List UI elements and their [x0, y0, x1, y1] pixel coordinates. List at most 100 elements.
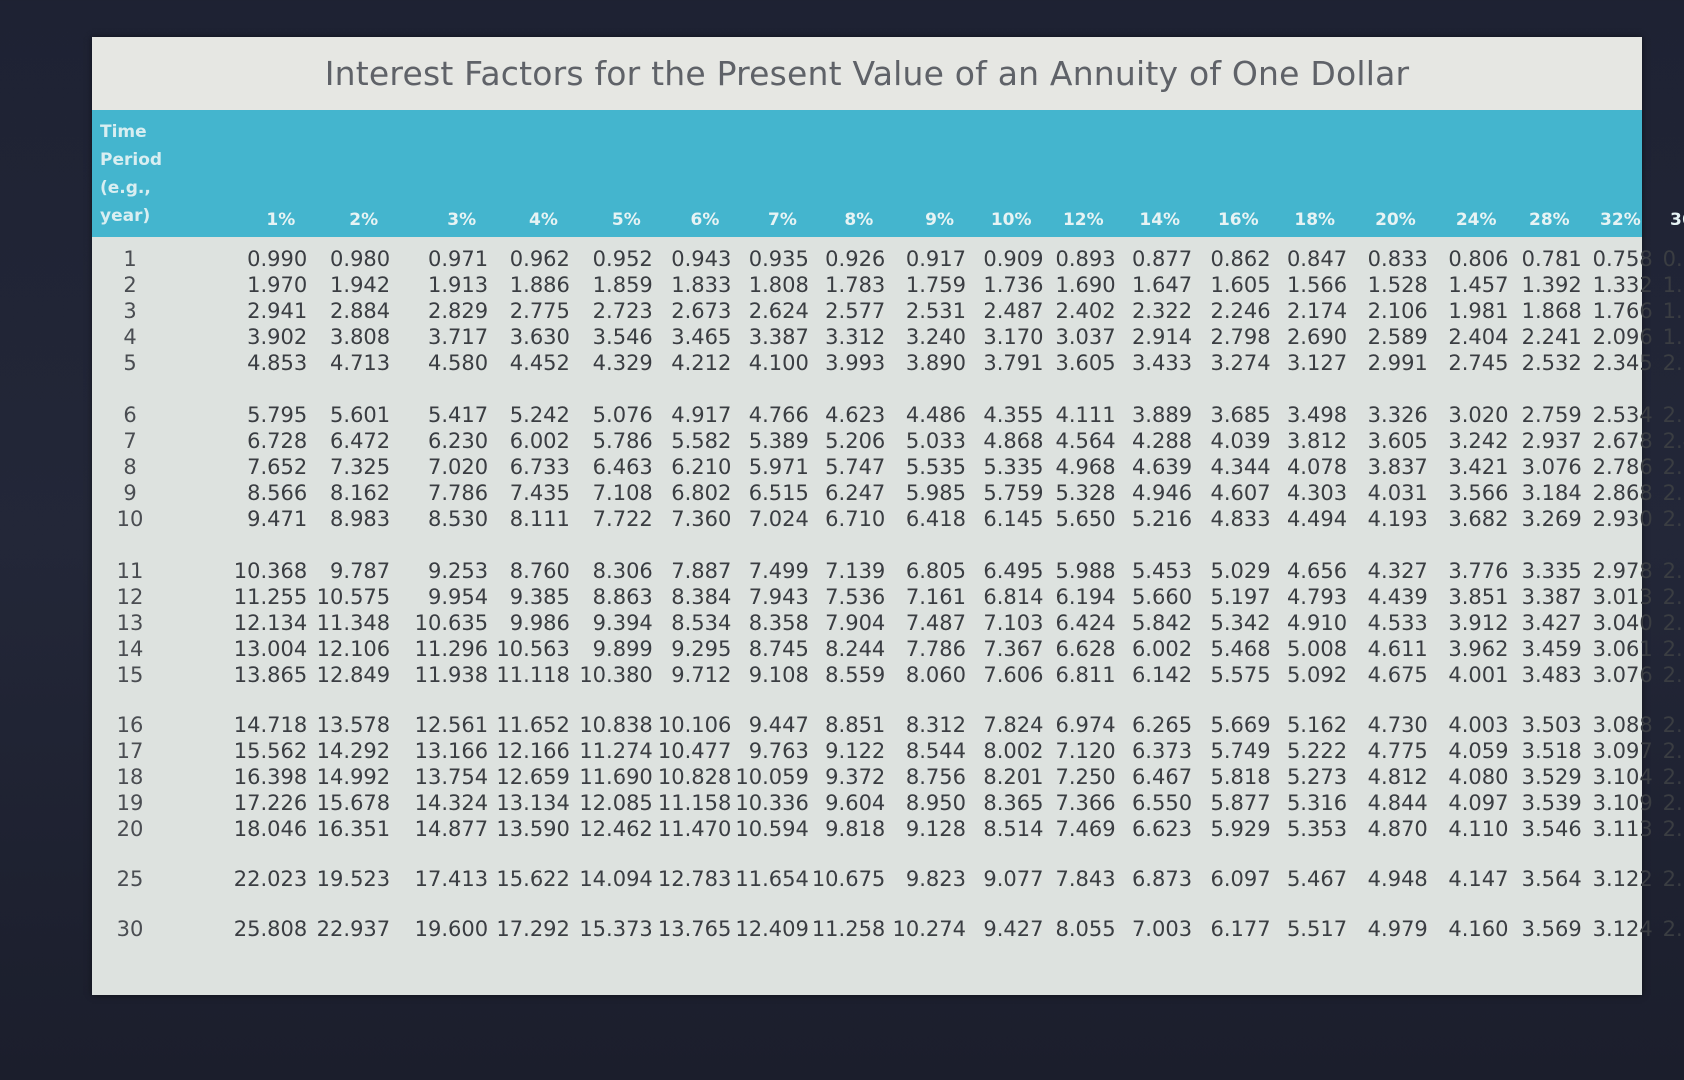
factor-cell: 5.988 — [1055, 559, 1116, 583]
factor-cell: 3.076 — [1521, 455, 1582, 479]
factor-cell: 6.002 — [509, 429, 570, 453]
factor-cell: 0.971 — [427, 247, 489, 271]
table-row: 18 16.398 14.992 13.754 12.659 11.690 10.828 10… — [92, 765, 1684, 793]
factor-cell: 4.713 — [330, 351, 391, 375]
factor-cell: 5.985 — [905, 481, 967, 505]
rate-header-4pct: 4% — [529, 210, 558, 230]
factor-cell: 3.240 — [905, 325, 967, 349]
factor-cell: 22.023 — [233, 867, 308, 891]
factor-cell: 2.246 — [1210, 299, 1271, 323]
factor-cell: 3.088 — [1592, 713, 1653, 737]
factor-cell: 8.244 — [825, 637, 886, 661]
factor-cell: 0.909 — [983, 247, 1044, 271]
table-row: 19 17.226 15.678 14.324 13.134 12.085 11.158 10… — [92, 791, 1684, 819]
factor-cell: 3.605 — [1367, 429, 1428, 453]
factor-cell: 4.812 — [1367, 765, 1428, 789]
factor-cell: 5.818 — [1210, 765, 1271, 789]
factor-cell: 2.937 — [1521, 429, 1582, 453]
factor-cell: 4.452 — [509, 351, 570, 375]
factor-cell: 3.546 — [1521, 817, 1582, 841]
year-cell: 2 — [123, 273, 137, 297]
factor-cell: 8.745 — [748, 637, 809, 661]
factor-cell: 1.913 — [427, 273, 489, 297]
factor-cell: 9.604 — [825, 791, 886, 815]
factor-cell: 10.336 — [735, 791, 809, 815]
factor-cell: 9.787 — [330, 559, 391, 583]
factor-cell: 5.650 — [1055, 507, 1116, 531]
factor-cell: 2.399 — [1662, 403, 1684, 427]
factor-cell: 12.561 — [414, 713, 489, 737]
rate-header-7pct: 7% — [768, 210, 797, 230]
year-cell: 11 — [116, 559, 144, 583]
factor-cell: 3.124 — [1592, 917, 1653, 941]
factor-cell: 7.366 — [1055, 791, 1116, 815]
factor-cell: 10.575 — [316, 585, 391, 609]
factor-cell: 8.534 — [671, 611, 732, 635]
factor-cell: 3.889 — [1131, 403, 1193, 427]
factor-cell: 8.162 — [330, 481, 391, 505]
factor-cell: 9.295 — [671, 637, 732, 661]
factor-cell: 1.886 — [509, 273, 570, 297]
factor-cell: 8.566 — [247, 481, 308, 505]
factor-cell: 0.926 — [825, 247, 886, 271]
factor-cell: 4.080 — [1448, 765, 1509, 789]
factor-cell: 8.530 — [427, 507, 489, 531]
factor-cell: 7.139 — [825, 559, 886, 583]
table-row: 8 7.652 7.325 7.020 6.733 6.463 6.210 5.971 5.74… — [92, 455, 1684, 483]
factor-cell: 7.887 — [671, 559, 732, 583]
factor-cell: 11.654 — [735, 867, 809, 891]
factor-cell: 13.765 — [657, 917, 732, 941]
factor-cell: 4.775 — [1367, 739, 1428, 763]
factor-cell: 1.942 — [330, 273, 391, 297]
factor-cell: 7.536 — [825, 585, 886, 609]
year-cell: 14 — [116, 637, 144, 661]
factor-cell: 0.735 — [1662, 247, 1684, 271]
factor-cell: 7.103 — [983, 611, 1044, 635]
factor-cell: 9.823 — [905, 867, 967, 891]
factor-cell: 5.575 — [1210, 663, 1271, 687]
factor-cell: 19.523 — [316, 867, 391, 891]
factor-cell: 0.847 — [1286, 247, 1348, 271]
factor-cell: 9.372 — [825, 765, 886, 789]
factor-cell: 6.873 — [1131, 867, 1193, 891]
factor-cell: 15.678 — [316, 791, 391, 815]
factor-cell: 10.563 — [496, 637, 570, 661]
factor-cell: 5.795 — [247, 403, 308, 427]
factor-cell: 0.935 — [748, 247, 809, 271]
factor-cell: 10.635 — [414, 611, 489, 635]
factor-cell: 12.134 — [233, 611, 308, 635]
factor-cell: 8.950 — [905, 791, 967, 815]
factor-cell: 2.624 — [748, 299, 809, 323]
factor-cell: 3.605 — [1055, 351, 1116, 375]
factor-cell: 13.590 — [496, 817, 570, 841]
factor-cell: 2.767 — [1662, 765, 1684, 789]
factor-cell: 3.097 — [1592, 739, 1653, 763]
factor-cell: 8.756 — [905, 765, 967, 789]
factor-cell: 3.387 — [748, 325, 809, 349]
factor-cell: 11.258 — [811, 917, 886, 941]
factor-cell: 2.455 — [1662, 429, 1684, 453]
factor-cell: 3.184 — [1521, 481, 1582, 505]
factor-cell: 8.002 — [983, 739, 1044, 763]
rate-header-6pct: 6% — [690, 210, 720, 230]
factor-cell: 5.842 — [1131, 611, 1193, 635]
factor-cell: 3.109 — [1592, 791, 1653, 815]
factor-cell: 4.212 — [671, 351, 732, 375]
factor-cell: 4.344 — [1210, 455, 1271, 479]
factor-cell: 17.226 — [233, 791, 308, 815]
factor-cell: 0.833 — [1367, 247, 1428, 271]
factor-cell: 3.274 — [1210, 351, 1271, 375]
factor-cell: 1.276 — [1662, 273, 1684, 297]
rate-header-3pct: 3% — [447, 210, 477, 230]
year-cell: 7 — [123, 429, 137, 453]
factor-cell: 2.723 — [592, 299, 653, 323]
factor-cell: 0.917 — [905, 247, 967, 271]
factor-cell: 5.328 — [1055, 481, 1116, 505]
factor-cell: 0.943 — [671, 247, 732, 271]
factor-cell: 13.754 — [414, 765, 489, 789]
factor-cell: 0.781 — [1521, 247, 1582, 271]
factor-cell: 0.758 — [1592, 247, 1653, 271]
factor-cell: 6.623 — [1131, 817, 1193, 841]
year-cell: 1 — [123, 247, 137, 271]
factor-cell: 3.013 — [1592, 585, 1653, 609]
